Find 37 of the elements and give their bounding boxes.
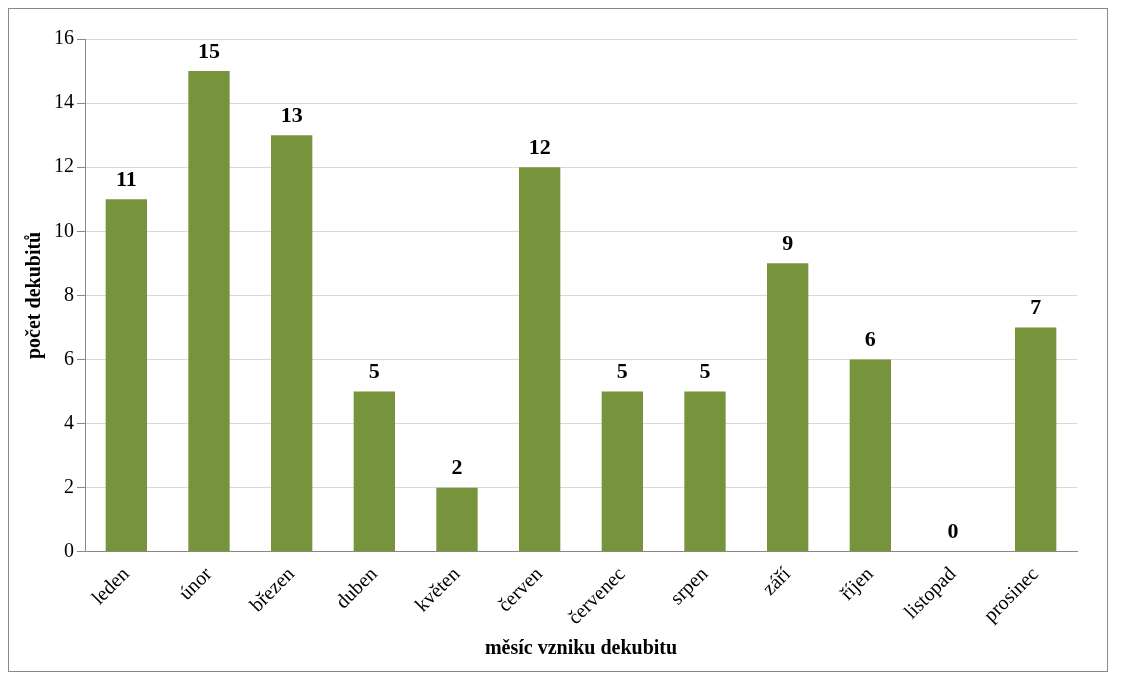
bar (271, 135, 313, 552)
bar (601, 391, 643, 552)
bar (767, 263, 809, 552)
data-label: 15 (198, 37, 220, 63)
y-tick-label: 10 (54, 218, 74, 241)
bar (519, 167, 561, 552)
bar (188, 71, 230, 552)
x-tick-label: únor (174, 562, 216, 604)
bar (105, 199, 147, 552)
bar (1015, 327, 1057, 552)
bar (849, 359, 891, 552)
y-tick-label: 12 (54, 154, 74, 177)
data-label: 2 (451, 454, 463, 480)
y-axis-title: počet dekubitů (22, 231, 46, 360)
y-tick-label: 16 (54, 26, 74, 49)
y-tick-label: 8 (64, 282, 74, 305)
x-axis-title: měsíc vzniku dekubitu (484, 636, 678, 659)
y-tick-label: 4 (64, 410, 74, 433)
y-tick-label: 6 (64, 346, 74, 369)
data-label: 11 (115, 165, 137, 191)
x-tick-label: září (757, 561, 795, 600)
data-label: 0 (947, 518, 959, 544)
y-tick-label: 0 (64, 539, 74, 562)
y-tick-label: 14 (54, 90, 74, 113)
bar (684, 391, 726, 552)
data-label: 5 (616, 358, 628, 384)
data-label: 9 (782, 230, 794, 256)
y-tick-label: 2 (64, 474, 74, 497)
bar (436, 487, 478, 552)
data-label: 6 (864, 326, 876, 352)
x-tick-label: říjen (835, 562, 878, 605)
data-label: 13 (280, 101, 303, 127)
data-label: 7 (1030, 294, 1042, 320)
data-label: 5 (368, 358, 380, 384)
data-label: 12 (528, 133, 551, 159)
bar (353, 391, 395, 552)
data-label: 5 (699, 358, 711, 384)
